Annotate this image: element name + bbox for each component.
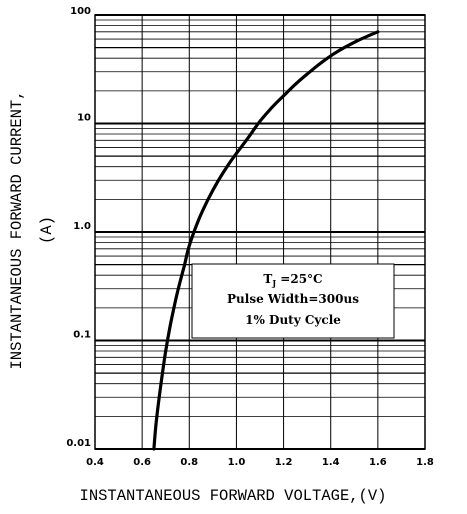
condition-t-subscript: J xyxy=(271,278,276,288)
y-axis-unit: (A) xyxy=(38,216,56,244)
x-tick-label: 0.8 xyxy=(180,457,198,468)
condition-pulse-width: Pulse Width=300us xyxy=(227,292,359,306)
condition-t-label: T xyxy=(263,272,272,286)
minor-gridlines xyxy=(95,19,425,417)
x-axis-title: INSTANTANEOUS FORWARD VOLTAGE,(V) xyxy=(80,487,387,505)
plot-frame xyxy=(94,14,426,450)
x-tick-label: 0.6 xyxy=(133,457,151,468)
x-tick-label: 0.4 xyxy=(86,457,104,468)
conditions-box-background xyxy=(191,263,395,339)
y-tick-label: 0.01 xyxy=(66,438,91,449)
x-tick-label: 1.6 xyxy=(369,457,387,468)
forward-current-curve xyxy=(152,30,380,451)
conditions-box: TJ =25°C Pulse Width=300us 1% Duty Cycle xyxy=(191,263,395,339)
x-tick-label: 1.8 xyxy=(416,457,434,468)
y-tick-label: 100 xyxy=(70,6,91,17)
series-layer xyxy=(152,30,380,451)
x-tick-labels: 0.4 0.6 0.8 1.0 1.2 1.4 1.6 1.8 xyxy=(86,457,434,468)
y-axis-title: INSTANTANEOUS FORWARD CURRENT, xyxy=(8,90,26,369)
condition-t-value: =25°C xyxy=(276,272,322,286)
y-tick-label: 10 xyxy=(77,113,91,124)
x-tick-label: 1.4 xyxy=(322,457,340,468)
condition-duty-cycle: 1% Duty Cycle xyxy=(245,313,341,327)
condition-junction-temperature: TJ =25°C xyxy=(263,272,322,288)
x-tick-label: 1.0 xyxy=(228,457,246,468)
x-tick-label: 1.2 xyxy=(275,457,293,468)
y-tick-labels: 0.01 0.1 1.0 10 100 xyxy=(66,6,91,449)
y-tick-label: 0.1 xyxy=(73,330,91,341)
y-tick-label: 1.0 xyxy=(73,221,91,232)
